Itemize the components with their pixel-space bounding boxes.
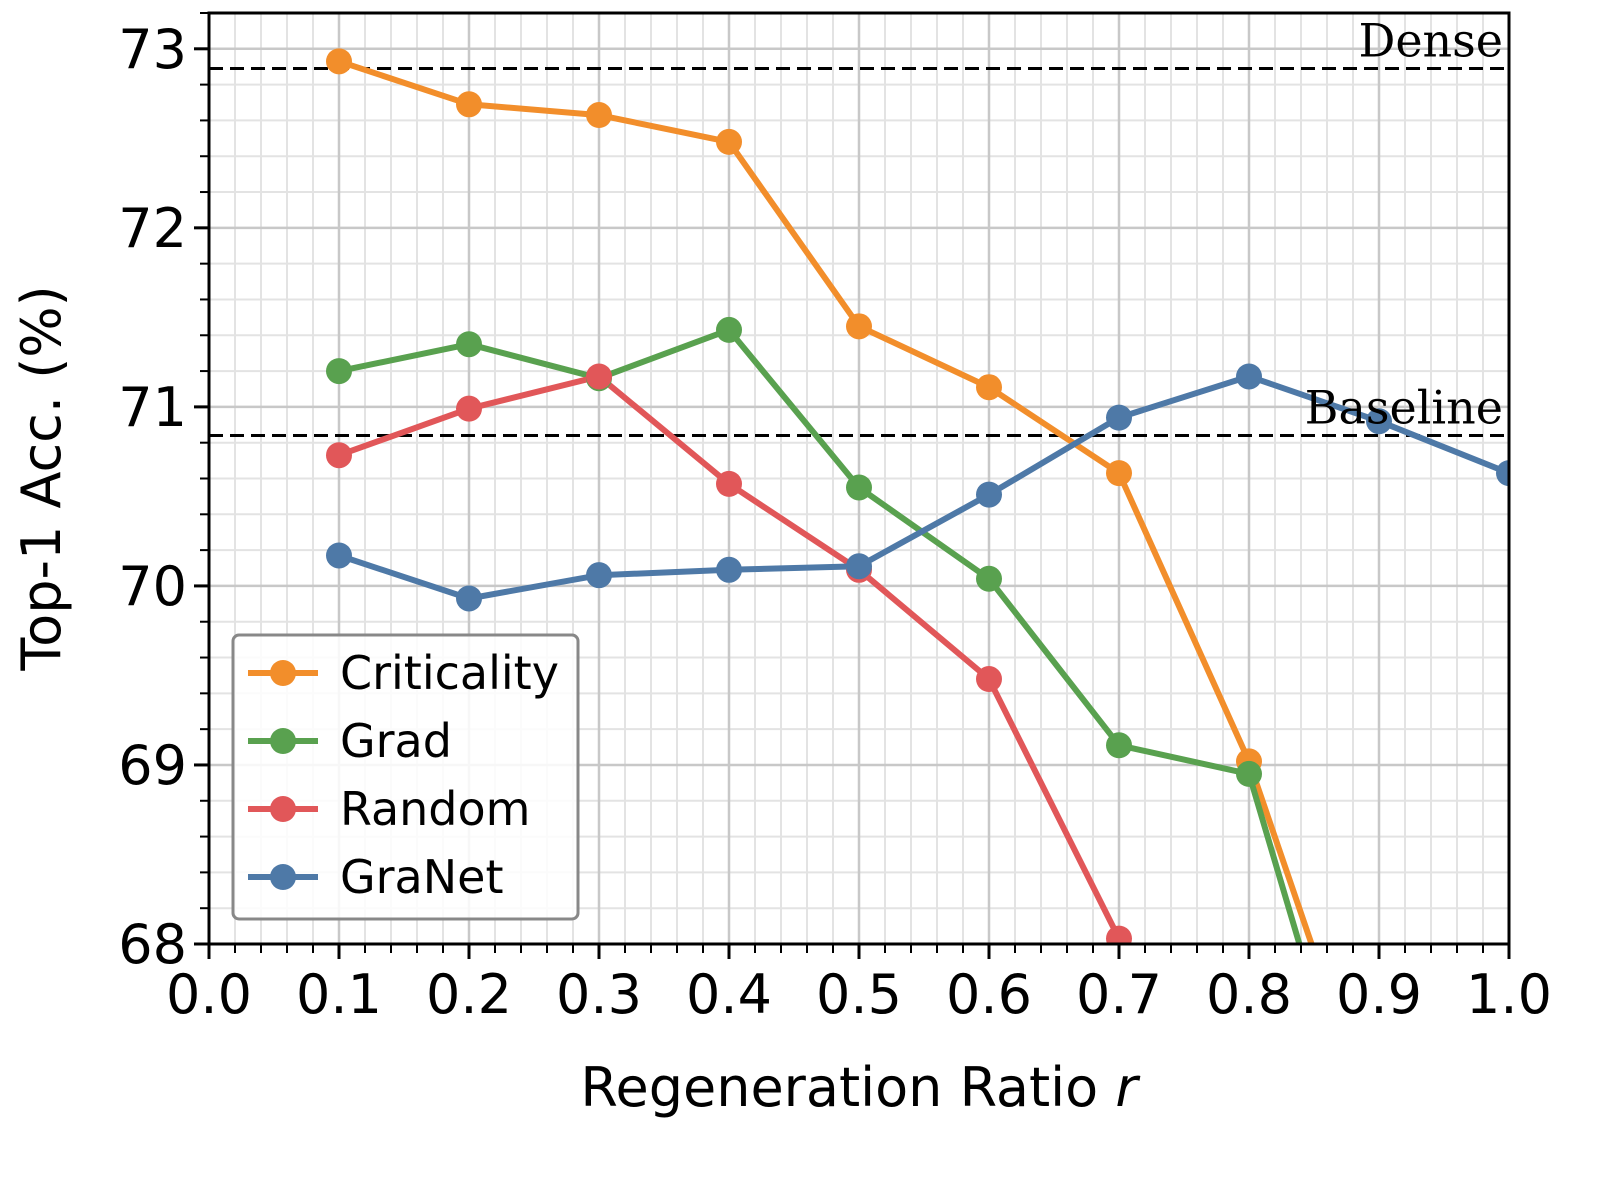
data-point-criticality — [326, 48, 352, 75]
data-point-criticality — [456, 91, 482, 118]
x-tick-label: 0.8 — [1206, 963, 1292, 1026]
legend-marker-criticality — [270, 660, 296, 686]
reference-labels: Dense Baseline — [1305, 14, 1503, 435]
data-point-criticality — [1366, 1128, 1392, 1154]
y-tick-label: 70 — [118, 555, 187, 618]
data-point-granet — [456, 585, 482, 612]
data-point-random — [456, 395, 482, 422]
data-point-grad — [1236, 760, 1262, 787]
data-point-criticality — [1106, 460, 1132, 487]
data-point-random — [326, 442, 352, 469]
axis-ticks — [194, 12, 1511, 959]
data-point-granet — [326, 542, 352, 569]
y-tick-label: 68 — [118, 913, 187, 976]
legend-marker-random — [270, 796, 296, 822]
legend-label-random: Random — [340, 782, 530, 836]
data-point-criticality — [976, 374, 1002, 401]
data-point-grad — [326, 358, 352, 385]
reference-lines — [209, 67, 1509, 438]
legend-marker-granet — [270, 864, 296, 890]
data-point-granet — [1366, 408, 1392, 435]
axis-tick-labels: 0.0 0.1 0.2 0.3 0.4 0.5 0.6 0.7 0.8 0.9 1.0 68 69 70 7… — [118, 18, 1552, 1026]
series-line-granet — [336, 373, 1509, 602]
data-point-grad — [716, 316, 742, 343]
data-point-granet — [586, 562, 612, 589]
x-axis-label: Regeneration Ratio r — [580, 1056, 1140, 1119]
legend-label-criticality: Criticality — [340, 646, 559, 700]
reference-label-dense: Dense — [1358, 14, 1503, 68]
data-point-random — [976, 666, 1002, 693]
y-tick-label: 71 — [118, 376, 187, 439]
y-tick-label: 73 — [118, 18, 187, 81]
data-point-grad — [456, 331, 482, 358]
reference-label-baseline: Baseline — [1305, 381, 1503, 435]
x-tick-label: 0.4 — [686, 963, 772, 1026]
x-tick-label: 0.2 — [426, 963, 512, 1026]
series-points — [326, 48, 1509, 1154]
data-point-granet — [1236, 363, 1262, 390]
x-tick-label: 0.7 — [1076, 963, 1162, 1026]
y-tick-label: 69 — [118, 734, 187, 797]
legend-box — [231, 633, 580, 921]
data-point-random — [1106, 925, 1132, 944]
x-tick-label: 0.9 — [1336, 963, 1422, 1026]
data-point-granet — [1106, 404, 1132, 431]
y-axis-label: Top-1 Acc. (%) — [10, 285, 73, 671]
data-point-granet — [1496, 460, 1509, 487]
data-point-grad — [976, 565, 1002, 592]
y-tick-label: 72 — [118, 197, 187, 260]
data-point-grad — [1106, 732, 1132, 759]
x-tick-label: 0.6 — [946, 963, 1032, 1026]
data-point-grad — [846, 474, 872, 501]
data-point-random — [716, 470, 742, 497]
x-tick-label: 0.3 — [556, 963, 642, 1026]
data-point-criticality — [586, 102, 612, 129]
x-tick-label: 0.0 — [166, 963, 252, 1026]
data-point-criticality — [846, 313, 872, 340]
legend-label-grad: Grad — [340, 714, 452, 768]
data-point-granet — [976, 481, 1002, 508]
x-tick-label: 0.1 — [296, 963, 382, 1026]
legend-marker-grad — [270, 728, 296, 754]
x-tick-label: 0.5 — [816, 963, 902, 1026]
data-point-granet — [716, 556, 742, 583]
data-point-granet — [846, 553, 872, 580]
x-tick-label: 1.0 — [1466, 963, 1552, 1026]
data-point-random — [586, 363, 612, 390]
legend-label-granet: GraNet — [340, 850, 504, 904]
legend: Criticality Grad Random GraNet — [231, 633, 580, 921]
data-point-criticality — [716, 128, 742, 155]
